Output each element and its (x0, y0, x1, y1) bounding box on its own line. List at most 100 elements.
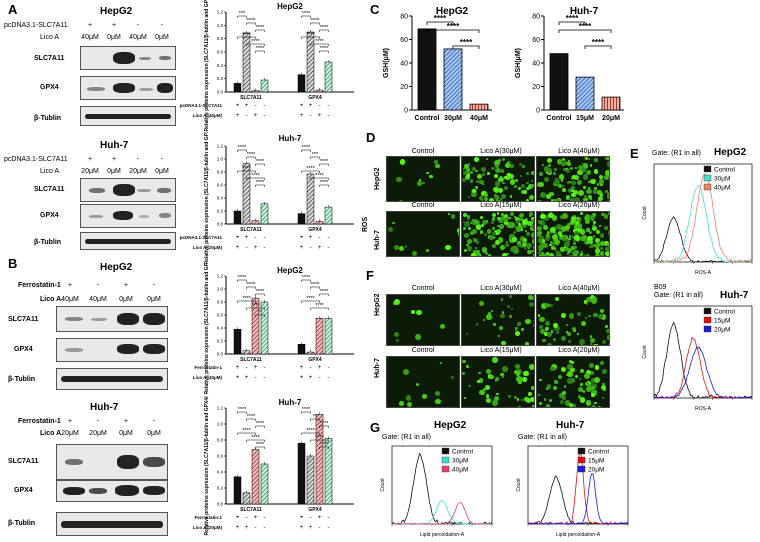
x-tick-label: SLC7A11 (240, 227, 262, 233)
significance-bracket (237, 411, 247, 414)
blot-column-value: + (87, 22, 93, 29)
significance-bracket (426, 21, 454, 25)
significance-label: **** (320, 159, 329, 165)
legend-label: 40μM (714, 185, 730, 192)
y-tick-label: 1.0 (217, 422, 224, 427)
sign-value: - (255, 525, 257, 531)
significance-bracket (255, 446, 265, 449)
blot-column-value: - (136, 22, 140, 29)
significance-label: **** (315, 303, 324, 309)
significance-bracket (558, 21, 586, 25)
flow-gate-label: Gate: (R1 in all) (382, 434, 432, 441)
significance-label: ** (258, 310, 263, 316)
significance-label: **** (242, 166, 251, 172)
sign-value: + (254, 515, 258, 521)
blot-column-value: - (160, 22, 164, 29)
bar (306, 31, 315, 93)
significance-label: **** (566, 14, 579, 23)
bar (417, 28, 437, 111)
western-blot-image (80, 76, 176, 100)
x-axis-label: ROS-A (695, 406, 712, 412)
flow-gate-label: Gate: (R1 in all) (518, 434, 568, 441)
sign-value: + (300, 103, 304, 109)
western-blot-image (80, 106, 176, 126)
significance-bracket (237, 36, 256, 39)
significance-label: **** (302, 11, 311, 17)
significance-label: **** (247, 282, 256, 288)
fluorescence-micrograph (386, 156, 460, 202)
flow-histogram-g-hepg2: Count Lipid peroxidation-A Control 30μM 40μM (380, 445, 493, 538)
flow-title: Huh-7 (556, 420, 585, 431)
micrograph-column-label: Control (411, 285, 435, 292)
sign-value: - (319, 375, 321, 381)
significance-bracket (246, 418, 256, 421)
bar (242, 163, 251, 225)
significance-label: **** (320, 289, 329, 295)
y-tick-label: 1.0 (217, 157, 224, 162)
significance-bracket (255, 29, 265, 32)
y-tick-label: 1.2 (217, 10, 224, 15)
significance-bracket (301, 279, 311, 282)
sign-value: + (300, 235, 304, 241)
legend-label: 40μM (452, 467, 468, 474)
x-axis-label: Lipid peroxidation-A (420, 532, 465, 538)
western-blot-image (80, 232, 176, 250)
sign-value: + (300, 365, 304, 371)
blot-column-value: - (96, 418, 100, 425)
cell-line-label: Huh-7 (374, 230, 381, 250)
sign-value: - (255, 103, 257, 109)
sign-value: - (328, 113, 330, 119)
y-tick-label: 1.0 (217, 23, 224, 28)
sign-value: + (236, 515, 240, 521)
protein-label: β-Tublin (8, 520, 36, 527)
western-blot-image (56, 480, 168, 502)
bar (260, 463, 269, 505)
flow-title: HepG2 (434, 420, 467, 431)
protein-label: β-Tublin (34, 115, 62, 122)
significance-bracket (301, 432, 320, 435)
x-tick-label: SLC7A11 (240, 357, 262, 363)
x-tick-label: GPX4 (308, 227, 322, 233)
histogram-curve (653, 216, 753, 263)
significance-label: **** (302, 407, 311, 413)
protein-label: GPX4 (40, 212, 59, 219)
y-tick-label: 60 (400, 37, 408, 44)
y-tick-label: 0.4 (217, 326, 224, 331)
significance-label: **** (251, 435, 260, 441)
blot-column-value: - (96, 282, 100, 289)
histogram-curve (391, 501, 493, 525)
protein-label: GPX4 (14, 487, 33, 494)
fluorescence-micrograph (386, 294, 460, 346)
significance-label: **** (251, 303, 260, 309)
x-axis-label: Lipid peroxidation-A (556, 532, 601, 538)
significance-label: **** (256, 289, 265, 295)
sign-value: - (328, 515, 330, 521)
sign-row-label: Lico A (20μM) (193, 525, 223, 530)
legend-label: Control (588, 449, 610, 456)
sign-value: - (328, 525, 330, 531)
significance-bracket (255, 314, 265, 317)
significance-bracket (237, 432, 256, 435)
micrograph-column-label: Lico A(30μM) (480, 285, 522, 292)
y-tick-label: 0.6 (217, 50, 224, 55)
significance-label: **** (256, 25, 265, 31)
sign-value: + (245, 235, 249, 241)
blot-column-value: - (136, 156, 140, 163)
significance-label: **** (311, 282, 320, 288)
y-tick-label: 0.6 (217, 313, 224, 318)
y-axis-label: Count (380, 478, 386, 492)
bar (251, 220, 260, 225)
y-axis-label: Count (642, 345, 648, 359)
blot-dose-row: 40μM 0μM 40μM 0μM (78, 34, 174, 44)
significance-label: **** (247, 152, 256, 158)
sign-value: + (318, 113, 322, 119)
significance-label: **** (315, 435, 324, 441)
significance-label: **** (238, 275, 247, 281)
protein-label: β-Tublin (34, 239, 62, 246)
legend-label: Control (714, 167, 736, 174)
sign-row-label: pcDNA3.1-SLC7A11 (180, 103, 222, 108)
y-tick-label: 0.8 (217, 36, 224, 41)
blot-column-value: 40μM (61, 296, 79, 303)
protein-label: SLC7A11 (34, 186, 65, 193)
western-blot-image (56, 444, 168, 480)
